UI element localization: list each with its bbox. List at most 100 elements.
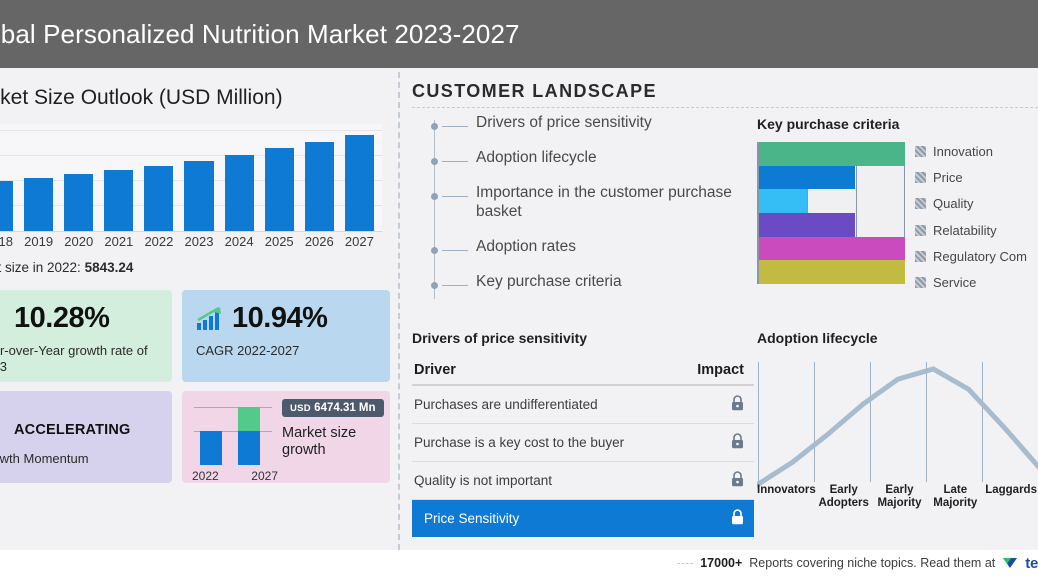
badge-unit: USD (290, 403, 311, 414)
customer-landscape-title: CUSTOMER LANDSCAPE (412, 81, 657, 101)
bar-x-label: 2021 (104, 234, 134, 249)
footer-report-count: 17000+ (700, 556, 743, 570)
col-impact: Impact (697, 362, 744, 378)
market-size-title: Market Size Outlook (USD Million) (0, 86, 283, 109)
page-header: Global Personalized Nutrition Market 202… (0, 0, 1038, 68)
bar-growth-arrow-icon (0, 306, 6, 332)
impact-cell (731, 509, 744, 528)
driver-name: Price Sensitivity (424, 511, 520, 526)
bar-chart-x-labels: 2018 2019 2020 2021 2022 2023 2024 2025 2026 2027 (0, 234, 382, 249)
kpc-legend-label: Quality (933, 196, 974, 212)
bar (24, 178, 54, 232)
page-footer: 17000+ Reports covering niche topics. Re… (0, 550, 1038, 576)
bar-column (224, 124, 254, 232)
adoption-lifecycle-title: Adoption lifecycle (757, 330, 878, 346)
market-size-note: Market size in 2022: 5843.24 (0, 260, 133, 275)
adoption-stage-label: Early Adopters (818, 483, 869, 509)
bar-growth-arrow-icon (196, 306, 224, 332)
bar-x-label: 2026 (304, 234, 334, 249)
market-size-panel: Market Size Outlook (USD Million) 201820… (0, 68, 398, 576)
kpc-bar (759, 142, 905, 166)
list-spine (434, 120, 435, 300)
kpc-legend-label: Innovation (933, 144, 993, 159)
landscape-item-label: Key purchase criteria (476, 272, 622, 290)
stat-card-yoy-value: 10.28% (14, 302, 110, 334)
stat-card-yoy: 10.28% Year-over-Year growth rate of 202… (0, 290, 172, 382)
key-purchase-criteria-title: Key purchase criteria (757, 116, 900, 132)
kpc-legend-item: Service (915, 275, 1027, 290)
market-size-growth-years: 2022 2027 (192, 469, 278, 483)
stat-card-momentum-value: ACCELERATING (14, 422, 131, 438)
technavio-logo-icon[interactable] (1002, 556, 1018, 570)
section-divider (412, 107, 1038, 108)
chart-axis-line (0, 231, 382, 232)
kpc-bar-row (759, 213, 905, 237)
adoption-stage-label: Early Majority (877, 483, 922, 509)
hatched-square-icon (915, 250, 926, 262)
technavio-logo-text[interactable]: te (1025, 554, 1038, 572)
table-row[interactable]: Purchase is a key cost to the buyer (412, 424, 754, 462)
kpc-legend-label: Relatability (933, 222, 997, 238)
landscape-list-item[interactable]: Key purchase criteria (426, 273, 746, 292)
connector-line (442, 126, 468, 127)
bar-column (264, 124, 294, 232)
connector-line (442, 249, 468, 251)
bar-series (0, 124, 374, 232)
adoption-separators (757, 356, 1038, 508)
mini-year-2022: 2022 (192, 469, 219, 483)
bullet-dot-icon (431, 246, 438, 254)
kpc-legend-label: Regulatory Com (933, 248, 1027, 264)
bar-x-label: 2027 (344, 234, 374, 249)
mini-year-2027: 2027 (251, 469, 278, 483)
stat-card-cagr-caption: CAGR 2022-2027 (196, 343, 300, 358)
mini-bar-2027 (238, 407, 260, 465)
stat-cards: 10.28% Year-over-Year growth rate of 202… (0, 290, 390, 492)
kpc-legend-label: Service (933, 274, 977, 290)
landscape-list-item[interactable]: Adoption rates (426, 238, 746, 257)
impact-cell (731, 433, 744, 452)
lock-icon (732, 471, 743, 487)
table-row[interactable]: Price Sensitivity (412, 500, 754, 537)
landscape-item-label: Drivers of price sensitivity (476, 114, 652, 131)
bar-x-label: 2019 (24, 234, 54, 249)
kpc-bar (759, 165, 856, 190)
badge-value: 6474.31 Mn (314, 402, 376, 414)
hatched-square-icon (915, 172, 926, 184)
landscape-list-item[interactable]: Adoption lifecycle (426, 149, 746, 168)
bar-x-label: 2022 (144, 234, 174, 249)
hatched-square-icon (915, 276, 926, 288)
stat-card-momentum-top: ACCELERATING (0, 417, 158, 443)
stat-card-yoy-top: 10.28% (0, 302, 158, 335)
stat-card-cagr-value: 10.94% (232, 302, 328, 334)
bullet-dot-icon (431, 123, 438, 130)
bar (64, 173, 94, 232)
landscape-item-label: Importance in the customer purchase bask… (476, 183, 732, 220)
adoption-lifecycle-chart: Adoption lifecycle Innovators Early Adopte… (757, 330, 1038, 510)
stat-card-market-size-growth: 2022 2027 USD 6474.31 Mn Market size gro… (182, 391, 390, 483)
driver-name: Purchase is a key cost to the buyer (414, 435, 625, 450)
table-row[interactable]: Quality is not important (412, 462, 754, 500)
driver-name: Quality is not important (414, 473, 553, 488)
hatched-square-icon (915, 224, 926, 236)
adoption-stage-label: Innovators (757, 483, 816, 496)
adoption-stage-label: Laggards (985, 483, 1037, 496)
driver-name: Purchases are undifferentiated (414, 397, 598, 412)
stat-card-row-1: 10.28% Year-over-Year growth rate of 202… (0, 290, 390, 382)
landscape-list-item[interactable]: Drivers of price sensitivity (426, 114, 746, 133)
bar-column (344, 124, 374, 232)
bar-x-label: 2020 (64, 234, 94, 249)
adoption-stage-labels: Innovators Early Adopters Early Majority Late… (757, 484, 1038, 510)
mini-bar-2022 (200, 431, 222, 465)
stat-card-momentum: ACCELERATING Growth Momentum (0, 391, 172, 483)
bar (304, 142, 334, 232)
lock-icon (732, 395, 743, 411)
landscape-list-item[interactable]: Importance in the customer purchase bask… (426, 184, 746, 222)
table-row[interactable]: Purchases are undifferentiated (412, 386, 754, 424)
bar-column (24, 124, 54, 232)
market-size-growth-mini-chart (194, 407, 272, 465)
drivers-table: Drivers of price sensitivity Driver Impa… (412, 330, 754, 537)
impact-cell (731, 471, 744, 490)
landscape-item-label: Adoption lifecycle (476, 148, 597, 166)
kpc-bar (759, 260, 905, 285)
bar (104, 170, 134, 232)
